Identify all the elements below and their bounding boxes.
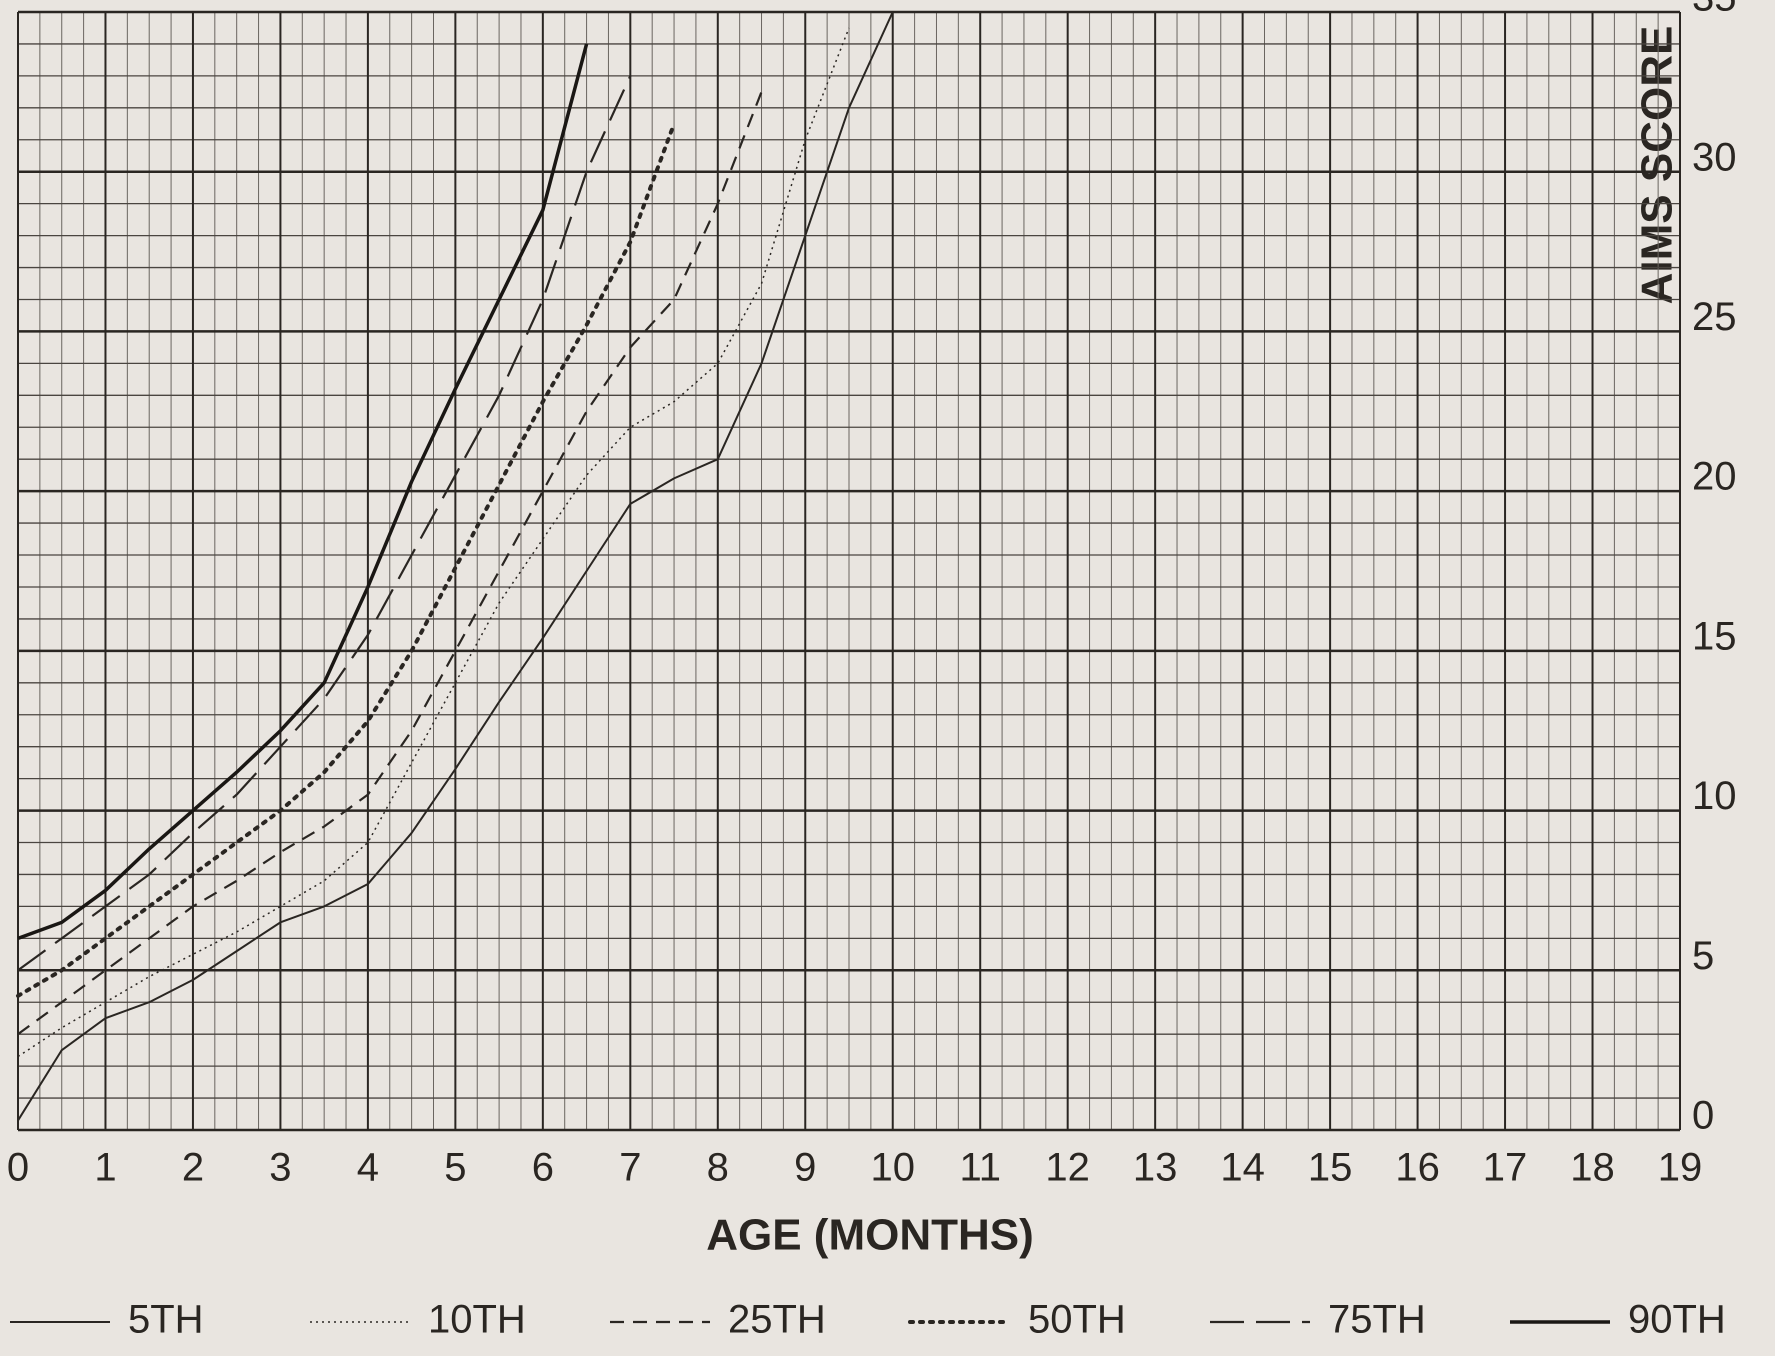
y-tick-label: 25 <box>1692 295 1737 339</box>
x-axis-title: AGE (MONTHS) <box>706 1211 1034 1260</box>
chart: AGE (MONTHS) AIMS SCORE 0123456789101112… <box>0 0 1775 1356</box>
x-tick-label: 0 <box>7 1146 29 1190</box>
y-axis-title: AIMS SCORE <box>1633 26 1682 305</box>
x-tick-label: 17 <box>1483 1146 1528 1190</box>
x-tick-label: 12 <box>1045 1146 1090 1190</box>
y-tick-label: 35 <box>1692 0 1737 20</box>
x-tick-label: 13 <box>1133 1146 1178 1190</box>
x-tick-label: 18 <box>1570 1146 1615 1190</box>
y-tick-label: 10 <box>1692 774 1737 818</box>
x-tick-label: 19 <box>1658 1146 1703 1190</box>
x-tick-label: 15 <box>1308 1146 1353 1190</box>
legend-label: 5TH <box>128 1298 204 1342</box>
x-tick-label: 11 <box>959 1146 1001 1190</box>
x-tick-label: 9 <box>794 1146 816 1190</box>
legend-label: 50TH <box>1028 1298 1126 1342</box>
x-tick-label: 4 <box>357 1146 379 1190</box>
y-tick-label: 20 <box>1692 455 1737 499</box>
y-tick-label: 0 <box>1692 1094 1714 1138</box>
x-tick-label: 1 <box>94 1146 116 1190</box>
y-tick-label: 15 <box>1692 614 1737 658</box>
x-tick-label: 3 <box>269 1146 291 1190</box>
x-tick-label: 10 <box>870 1146 915 1190</box>
x-tick-label: 5 <box>444 1146 466 1190</box>
legend-label: 25TH <box>728 1298 826 1342</box>
x-tick-label: 6 <box>532 1146 554 1190</box>
legend-label: 10TH <box>428 1298 526 1342</box>
y-tick-label: 5 <box>1692 934 1714 978</box>
y-tick-label: 30 <box>1692 135 1737 179</box>
x-tick-label: 16 <box>1395 1146 1440 1190</box>
x-tick-label: 8 <box>707 1146 729 1190</box>
legend-label: 90TH <box>1628 1298 1726 1342</box>
x-tick-label: 14 <box>1220 1146 1265 1190</box>
x-tick-label: 2 <box>182 1146 204 1190</box>
legend-label: 75TH <box>1328 1298 1426 1342</box>
x-tick-label: 7 <box>619 1146 641 1190</box>
